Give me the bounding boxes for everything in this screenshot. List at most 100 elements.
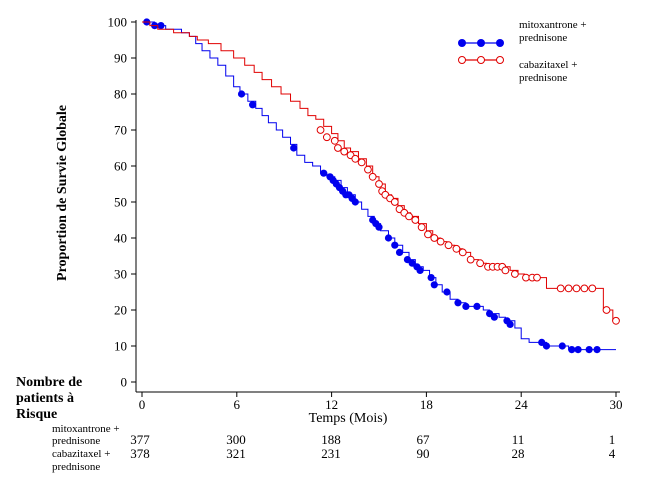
risk-count: 231	[321, 446, 341, 461]
censor-mark-cabazitaxel	[572, 284, 581, 293]
censor-mark-cabazitaxel	[417, 223, 426, 232]
risk-count: 300	[226, 432, 246, 447]
censor-mark-cabazitaxel	[430, 234, 439, 242]
legend-marker-cabazitaxel	[458, 56, 466, 64]
y-tick-label: 60	[114, 159, 127, 174]
legend-label-mitoxantrone-line1: mitoxantrone +	[519, 19, 587, 31]
series-cabazitaxel	[142, 21, 620, 325]
y-tick-label: 30	[114, 267, 127, 282]
censor-mark-mitoxantrone	[320, 169, 328, 177]
y-tick-label: 50	[114, 195, 127, 210]
censor-mark-mitoxantrone	[443, 288, 451, 296]
risk-count: 28	[512, 446, 525, 461]
x-tick-label: 12	[325, 397, 338, 412]
legend-marker-mitoxantrone	[496, 39, 504, 47]
legend-marker-cabazitaxel	[477, 56, 485, 64]
censor-mark-mitoxantrone	[558, 342, 566, 350]
censor-mark-cabazitaxel	[411, 216, 420, 224]
censor-mark-mitoxantrone	[462, 302, 470, 310]
censor-mark-cabazitaxel	[375, 180, 383, 188]
series-mitoxantrone	[142, 18, 616, 354]
censor-mark-mitoxantrone	[384, 234, 393, 242]
censor-mark-cabazitaxel	[444, 241, 453, 250]
legend-label-cabazitaxel-line2: prednisone	[519, 72, 567, 84]
censor-mark-cabazitaxel	[357, 158, 366, 167]
censor-mark-cabazitaxel	[322, 133, 331, 142]
axes: 0 10 20 30 40 50 60 70 80 90 100 0 6 12 18 24 30	[108, 15, 623, 413]
risk-count: 321	[226, 446, 246, 461]
censor-mark-mitoxantrone	[351, 198, 359, 206]
censor-mark-mitoxantrone	[395, 248, 404, 256]
risk-count: 1	[609, 432, 616, 447]
risk-count: 90	[417, 446, 430, 461]
censor-mark-cabazitaxel	[612, 316, 620, 325]
censor-mark-cabazitaxel	[510, 270, 519, 278]
risk-row-label-cabazitaxel-line2: prednisone	[52, 461, 100, 473]
risk-row-cabazitaxel: 378 321 231 90 28 4	[130, 446, 616, 461]
censor-mark-cabazitaxel	[522, 273, 530, 282]
censor-mark-cabazitaxel	[476, 259, 485, 268]
y-tick-label: 10	[114, 339, 127, 354]
censor-mark-cabazitaxel	[588, 284, 597, 293]
censor-mark-cabazitaxel	[602, 306, 611, 314]
censor-mark-cabazitaxel	[452, 244, 461, 253]
y-axis-label: Proportion de Survie Globale	[55, 105, 70, 281]
censor-mark-mitoxantrone	[237, 90, 246, 98]
y-tick-label: 100	[108, 15, 128, 30]
censor-mark-cabazitaxel	[424, 230, 432, 239]
legend-item-cabazitaxel: cabazitaxel + prednisone	[458, 56, 577, 84]
censor-mark-cabazitaxel	[501, 266, 510, 275]
risk-row-mitoxantrone: 377 300 188 67 11 1	[130, 432, 615, 447]
risk-table-title-line3: Risque	[16, 407, 57, 422]
risk-count: 378	[130, 446, 150, 461]
censor-mark-mitoxantrone	[391, 241, 399, 249]
censor-mark-mitoxantrone	[249, 101, 257, 109]
y-tick-label: 0	[121, 375, 128, 390]
y-tick-label: 70	[114, 123, 127, 138]
censor-mark-mitoxantrone	[542, 342, 551, 350]
x-axis-label: Temps (Mois)	[309, 411, 388, 426]
censor-mark-mitoxantrone	[585, 346, 593, 354]
censor-mark-cabazitaxel	[556, 284, 565, 293]
y-tick-label: 90	[114, 51, 127, 66]
censor-mark-cabazitaxel	[390, 198, 399, 206]
censor-mark-mitoxantrone	[290, 144, 298, 152]
censor-mark-cabazitaxel	[334, 144, 342, 152]
x-tick-label: 30	[610, 397, 623, 412]
censor-mark-cabazitaxel	[580, 284, 589, 293]
series-layer	[142, 18, 620, 354]
censor-mark-mitoxantrone	[574, 346, 582, 354]
risk-row-label-mitoxantrone-line2: prednisone	[52, 435, 100, 447]
risk-row-label-cabazitaxel-line1: cabazitaxel +	[52, 448, 110, 460]
censor-mark-mitoxantrone	[375, 223, 383, 231]
censor-mark-cabazitaxel	[351, 154, 360, 163]
risk-row-label-mitoxantrone-line1: mitoxantrone +	[52, 423, 120, 435]
censor-mark-mitoxantrone	[593, 346, 601, 354]
censor-mark-cabazitaxel	[316, 126, 325, 134]
legend-item-mitoxantrone: mitoxantrone + prednisone	[458, 19, 587, 47]
risk-table-title-line2: patients à	[16, 391, 74, 406]
censor-mark-cabazitaxel	[330, 136, 339, 145]
censor-mark-cabazitaxel	[436, 237, 445, 246]
censor-mark-cabazitaxel	[364, 165, 372, 174]
legend: mitoxantrone + prednisone cabazitaxel + …	[458, 19, 587, 84]
y-tick-label: 20	[114, 303, 127, 318]
legend-marker-cabazitaxel	[496, 56, 504, 64]
risk-table: Nombre de patients à Risque mitoxantrone…	[16, 375, 616, 473]
censor-mark-mitoxantrone	[157, 22, 165, 30]
censor-mark-cabazitaxel	[564, 284, 573, 293]
risk-count: 11	[512, 432, 525, 447]
censor-mark-mitoxantrone	[568, 346, 576, 354]
risk-count: 188	[321, 432, 341, 447]
censor-mark-mitoxantrone	[416, 266, 424, 274]
censor-mark-mitoxantrone	[430, 281, 438, 289]
x-tick-label: 0	[139, 397, 146, 412]
risk-count: 67	[417, 432, 431, 447]
censor-mark-mitoxantrone	[427, 274, 435, 282]
risk-count: 4	[609, 446, 616, 461]
censor-mark-mitoxantrone	[473, 302, 481, 310]
x-tick-label: 18	[420, 397, 433, 412]
censor-mark-mitoxantrone	[454, 299, 462, 307]
risk-count: 377	[130, 432, 150, 447]
